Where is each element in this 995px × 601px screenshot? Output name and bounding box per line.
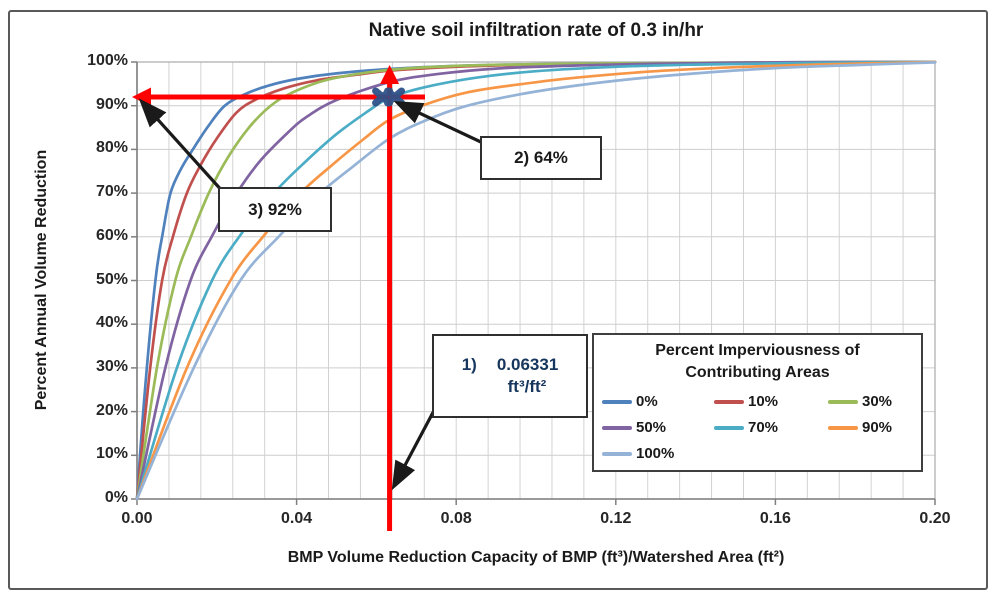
legend-swatch-icon [602, 451, 632, 456]
annotation-box-1: 1) 0.06331 ft³/ft² [432, 334, 588, 418]
legend-item-label: 70% [748, 419, 779, 437]
y-tick-label: 100% [87, 52, 128, 69]
legend-item-100%: 100% [602, 441, 714, 467]
y-tick-label: 50% [95, 270, 128, 288]
arrow-2-icon [393, 100, 484, 145]
y-tick-label: 30% [95, 357, 128, 375]
legend-item-label: 10% [748, 393, 779, 411]
legend-item-0%: 0% [602, 389, 714, 415]
arrow-3-icon [138, 98, 226, 195]
legend-item-70%: 70% [714, 415, 828, 441]
legend-item-30%: 30% [828, 389, 928, 415]
legend-item-label: 100% [636, 445, 675, 463]
y-tick-label: 40% [95, 314, 128, 332]
x-tick-label: 0.12 [600, 510, 632, 527]
annotation-arrows [138, 98, 484, 491]
x-tick-label: 0.04 [281, 510, 313, 527]
legend-item-label: 30% [862, 393, 893, 411]
x-tick-label: 0.20 [919, 510, 951, 527]
legend-item-10%: 10% [714, 389, 828, 415]
y-tick-label: 70% [95, 183, 128, 201]
legend-title-line2: Contributing Areas [685, 364, 830, 382]
guide-arrow-up-icon [380, 65, 400, 84]
series-line-50% [135, 60, 937, 501]
annotation-box-2: 2) 64% [480, 136, 602, 180]
y-tick-label: 60% [95, 226, 128, 244]
legend-swatch-icon [828, 399, 858, 404]
guide-lines [132, 65, 425, 531]
legend-items: 0% 10% 30% 50% 70% 90% 100% [602, 389, 921, 467]
legend-title-line1: Percent Imperviousness of [655, 342, 860, 359]
y-axis-title: Percent Annual Volume Reduction [33, 149, 50, 411]
legend: Percent Imperviousness of Contributing A… [592, 333, 923, 472]
chart-title: Native soil infiltration rate of 0.3 in/… [368, 20, 704, 41]
legend-title: Percent Imperviousness of Contributing A… [594, 340, 921, 385]
annotation-1-value: 0.06331 [496, 354, 559, 374]
annotation-box-3: 3) 92% [218, 187, 332, 232]
x-tick-label: 0.00 [121, 510, 153, 527]
legend-swatch-icon [602, 399, 632, 404]
y-tick-label: 20% [95, 401, 128, 419]
y-tick-label: 0% [104, 489, 128, 506]
arrow-1-icon [391, 402, 440, 491]
legend-swatch-icon [828, 425, 858, 430]
x-tick-label: 0.16 [759, 510, 791, 527]
y-tick-label: 80% [95, 139, 128, 157]
series-line-100% [135, 61, 937, 501]
y-tick-label: 10% [95, 445, 128, 463]
legend-item-label: 0% [636, 393, 658, 411]
legend-swatch-icon [602, 425, 632, 430]
x-tick-label: 0.08 [440, 510, 472, 527]
annotation-1-unit: ft³/ft² [507, 377, 547, 396]
legend-item-50%: 50% [602, 415, 714, 441]
legend-item-label: 90% [862, 419, 893, 437]
legend-swatch-icon [714, 399, 744, 404]
annotation-1-prefix: 1) [461, 354, 477, 374]
legend-item-label: 50% [636, 419, 667, 437]
x-axis-title: BMP Volume Reduction Capacity of BMP (ft… [287, 549, 785, 566]
y-tick-label: 90% [95, 95, 128, 113]
legend-item-90%: 90% [828, 415, 928, 441]
legend-swatch-icon [714, 425, 744, 430]
